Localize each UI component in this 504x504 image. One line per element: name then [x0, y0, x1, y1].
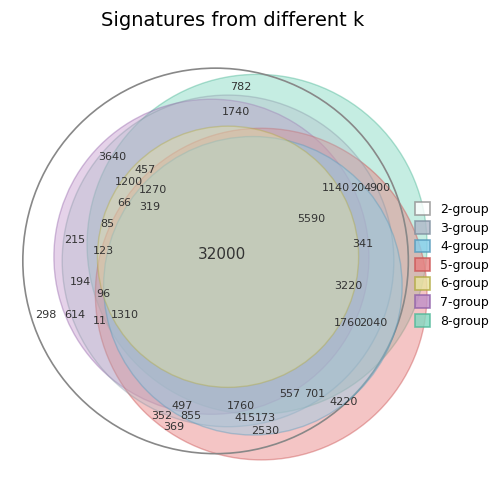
Text: 4220: 4220 — [330, 397, 358, 407]
Circle shape — [97, 126, 359, 388]
Text: 298: 298 — [35, 310, 56, 320]
Text: 1740: 1740 — [222, 107, 250, 116]
Circle shape — [95, 128, 427, 460]
Text: 1760: 1760 — [334, 318, 362, 328]
Text: 5590: 5590 — [297, 215, 325, 224]
Text: 900: 900 — [369, 183, 390, 194]
Circle shape — [104, 137, 402, 435]
Text: 1760: 1760 — [226, 401, 255, 411]
Circle shape — [62, 95, 394, 427]
Text: 85: 85 — [101, 219, 115, 229]
Text: 11: 11 — [93, 316, 106, 326]
Text: 457: 457 — [135, 165, 156, 175]
Text: 32000: 32000 — [198, 247, 246, 262]
Text: 204: 204 — [350, 183, 371, 194]
Text: 1310: 1310 — [110, 310, 139, 320]
Text: 701: 701 — [304, 389, 326, 399]
Text: 96: 96 — [97, 289, 111, 299]
Text: 215: 215 — [64, 235, 85, 245]
Text: 194: 194 — [70, 277, 92, 287]
Text: 173: 173 — [255, 413, 276, 423]
Text: 415: 415 — [234, 413, 255, 423]
Text: 1200: 1200 — [114, 177, 143, 187]
Text: 614: 614 — [64, 310, 85, 320]
Text: 497: 497 — [172, 401, 193, 411]
Text: 1270: 1270 — [139, 185, 167, 196]
Text: 352: 352 — [151, 411, 172, 421]
Text: 369: 369 — [164, 422, 184, 432]
Text: 3220: 3220 — [334, 281, 362, 291]
Text: 2530: 2530 — [251, 426, 279, 436]
Text: 855: 855 — [180, 411, 201, 421]
Title: Signatures from different k: Signatures from different k — [100, 11, 364, 30]
Legend: 2-group, 3-group, 4-group, 5-group, 6-group, 7-group, 8-group: 2-group, 3-group, 4-group, 5-group, 6-gr… — [412, 199, 493, 332]
Text: 2040: 2040 — [359, 318, 387, 328]
Circle shape — [87, 75, 427, 414]
Circle shape — [54, 99, 369, 414]
Text: 3640: 3640 — [98, 152, 126, 162]
Text: 1140: 1140 — [322, 183, 350, 194]
Text: 782: 782 — [230, 82, 251, 92]
Text: 319: 319 — [139, 202, 160, 212]
Text: 557: 557 — [280, 389, 301, 399]
Text: 66: 66 — [117, 198, 132, 208]
Text: 341: 341 — [352, 239, 373, 249]
Text: 123: 123 — [93, 245, 114, 256]
